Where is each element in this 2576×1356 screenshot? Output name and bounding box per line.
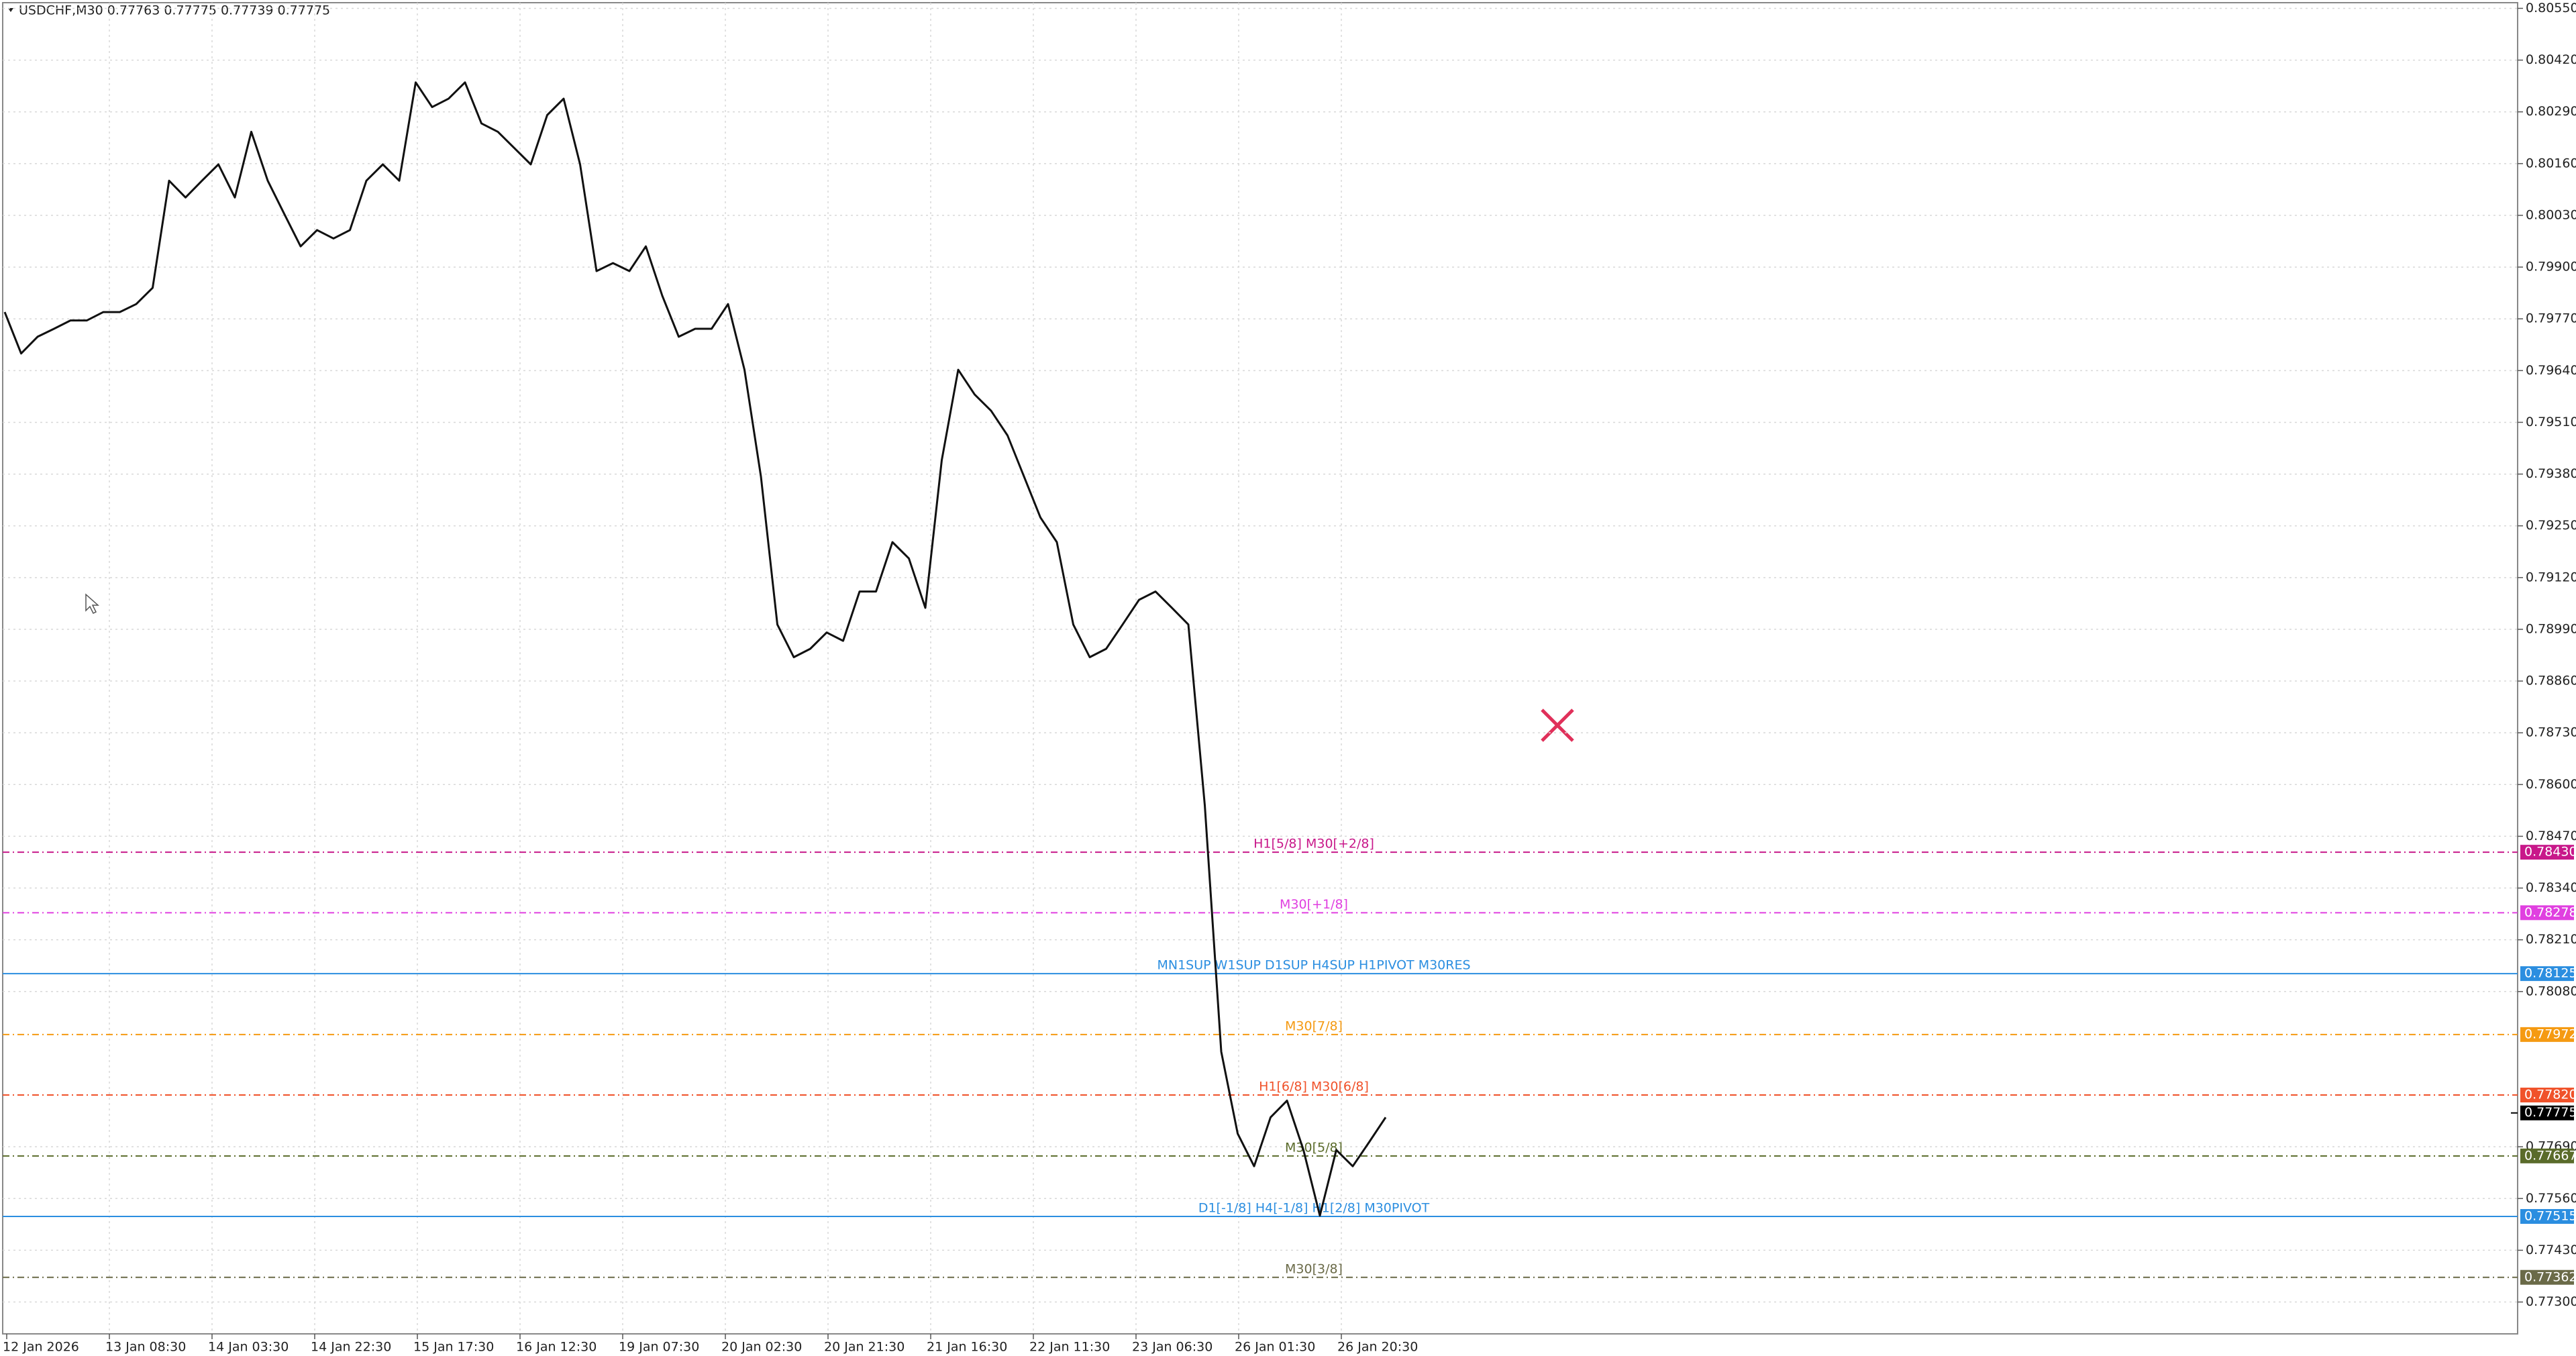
y-tick-label: 0.78210 [2526, 932, 2576, 947]
x-tick-label: 20 Jan 02:30 [721, 1340, 802, 1355]
y-tick-label: 0.80030 [2526, 207, 2576, 222]
price-tag [2520, 905, 2574, 921]
y-tick-label: 0.78860 [2526, 674, 2576, 688]
level-label: M30[5/8] [1285, 1140, 1343, 1155]
y-tick-label: 0.79250 [2526, 518, 2576, 533]
price-tag-label: 0.77515 [2524, 1208, 2576, 1223]
y-tick-label: 0.79380 [2526, 466, 2576, 481]
y-tick-label: 0.79120 [2526, 570, 2576, 584]
menu-arrow [8, 8, 13, 12]
price-tag [2520, 1208, 2574, 1224]
y-tick-label: 0.77430 [2526, 1243, 2576, 1257]
price-tag-label: 0.77972 [2524, 1027, 2576, 1041]
x-tick-label: 22 Jan 11:30 [1029, 1340, 1110, 1355]
price-tag-label: 0.77667 [2524, 1148, 2576, 1163]
y-tick-label: 0.78990 [2526, 621, 2576, 636]
chart-title: USDCHF,M30 0.77763 0.77775 0.77739 0.777… [19, 3, 330, 18]
current-price-label: 0.77775 [2524, 1105, 2576, 1120]
price-tag-label: 0.78278 [2524, 905, 2576, 920]
y-tick-label: 0.79510 [2526, 415, 2576, 429]
level-label: D1[-1/8] H4[-1/8] H1[2/8] M30PIVOT [1198, 1200, 1430, 1215]
x-stroke [1541, 709, 1574, 742]
price-tag [2520, 845, 2574, 860]
x-tick-label: 20 Jan 21:30 [824, 1340, 905, 1355]
level-label: M30[7/8] [1285, 1019, 1343, 1033]
plot-frame [2, 2, 2518, 1335]
y-tick-label: 0.80290 [2526, 104, 2576, 119]
price-tag-label: 0.78125 [2524, 966, 2576, 981]
x-tick-label: 19 Jan 07:30 [619, 1340, 699, 1355]
level-label: H1[5/8] M30[+2/8] [1253, 837, 1374, 851]
price-tag [2520, 1027, 2574, 1042]
level-label: M30[+1/8] [1280, 897, 1348, 912]
mouse-cursor [85, 593, 99, 615]
y-tick-label: 0.78730 [2526, 725, 2576, 740]
x-tick-label: 26 Jan 01:30 [1235, 1340, 1315, 1355]
x-tick-label: 23 Jan 06:30 [1132, 1340, 1213, 1355]
level-label: MN1SUP W1SUP D1SUP H4SUP H1PIVOT M30RES [1157, 958, 1470, 973]
y-tick-label: 0.77560 [2526, 1191, 2576, 1206]
y-tick-label: 0.78080 [2526, 984, 2576, 998]
y-tick-label: 0.78600 [2526, 777, 2576, 792]
x-tick-label: 15 Jan 17:30 [413, 1340, 494, 1355]
price-tag [2520, 1148, 2574, 1163]
y-tick-label: 0.79770 [2526, 311, 2576, 326]
price-tag [2520, 1269, 2574, 1285]
level-label: M30[3/8] [1285, 1261, 1343, 1276]
y-tick-label: 0.80160 [2526, 156, 2576, 170]
price-tag-label: 0.77362 [2524, 1269, 2576, 1284]
price-tag [2520, 1088, 2574, 1103]
x-tick-label: 14 Jan 22:30 [311, 1340, 391, 1355]
y-tick-label: 0.77300 [2526, 1294, 2576, 1309]
x-tick-label: 21 Jan 16:30 [927, 1340, 1007, 1355]
x-tick-label: 26 Jan 20:30 [1337, 1340, 1418, 1355]
y-tick-label: 0.78470 [2526, 829, 2576, 843]
y-tick-label: 0.80550 [2526, 1, 2576, 15]
y-tick-label: 0.80420 [2526, 52, 2576, 67]
x-tick-label: 14 Jan 03:30 [208, 1340, 289, 1355]
price-tag [2520, 966, 2574, 982]
level-label: H1[6/8] M30[6/8] [1259, 1080, 1369, 1094]
close-mark [1541, 709, 1574, 742]
y-tick-label: 0.79640 [2526, 363, 2576, 378]
x-tick-label: 13 Jan 08:30 [105, 1340, 186, 1355]
y-tick-label: 0.79900 [2526, 260, 2576, 274]
price-line [3, 81, 1387, 1217]
y-tick-label: 0.78340 [2526, 880, 2576, 895]
x-tick-label: 12 Jan 2026 [3, 1340, 79, 1355]
price-tag-label: 0.77820 [2524, 1088, 2576, 1102]
current-price-tag [2520, 1105, 2574, 1120]
x-tick-label: 16 Jan 12:30 [516, 1340, 597, 1355]
price-tag-label: 0.78430 [2524, 845, 2576, 859]
